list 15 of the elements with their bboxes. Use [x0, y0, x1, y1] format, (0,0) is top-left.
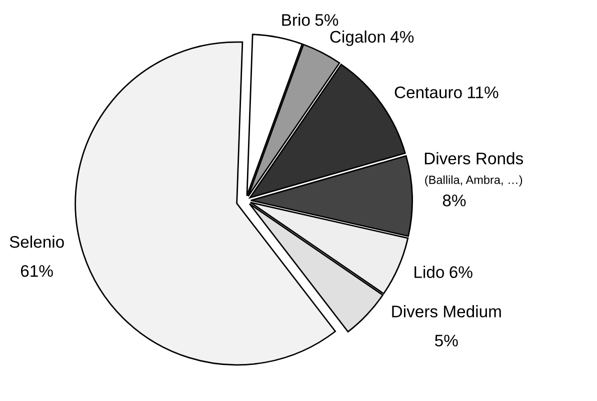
data-label: 5% — [435, 334, 458, 346]
data-label: 4% — [390, 30, 414, 43]
slice-label: Divers Medium — [392, 305, 501, 318]
text: (Ballila, Ambra, …) — [425, 175, 522, 186]
slice-label: Selenio — [10, 236, 64, 248]
data-label: 6% — [450, 266, 472, 278]
slice-label: Lido — [414, 266, 444, 278]
data-label: 61% — [20, 265, 53, 277]
data-label: 8% — [442, 194, 466, 206]
slice-label: Brio — [282, 14, 310, 26]
slice-label: Centauro — [394, 86, 462, 98]
data-label: 11% — [468, 86, 498, 98]
slice-label: Divers Ronds — [424, 152, 524, 164]
data-label: 5% — [315, 14, 338, 26]
slice-label: Cigalon — [330, 30, 385, 46]
